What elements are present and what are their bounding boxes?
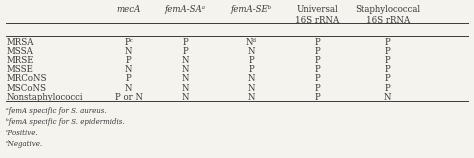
Text: N: N bbox=[125, 65, 132, 74]
Text: P: P bbox=[182, 47, 188, 56]
Text: N: N bbox=[182, 84, 189, 93]
Text: P: P bbox=[248, 65, 254, 74]
Text: Nᵈ: Nᵈ bbox=[246, 38, 256, 47]
Text: N: N bbox=[247, 47, 255, 56]
Text: P: P bbox=[314, 74, 320, 83]
Text: P: P bbox=[126, 74, 131, 83]
Text: P: P bbox=[248, 56, 254, 65]
Text: P: P bbox=[126, 56, 131, 65]
Text: Pᶜ: Pᶜ bbox=[124, 38, 133, 47]
Text: Nonstaphylococci: Nonstaphylococci bbox=[6, 93, 82, 102]
Text: P: P bbox=[385, 65, 391, 74]
Text: P: P bbox=[314, 38, 320, 47]
Text: P: P bbox=[314, 56, 320, 65]
Text: N: N bbox=[384, 93, 392, 102]
Text: Staphylococcal
16S rRNA: Staphylococcal 16S rRNA bbox=[355, 5, 420, 25]
Text: mecA: mecA bbox=[117, 5, 141, 14]
Text: P: P bbox=[314, 47, 320, 56]
Text: MSSE: MSSE bbox=[6, 65, 33, 74]
Text: P: P bbox=[385, 84, 391, 93]
Text: N: N bbox=[182, 74, 189, 83]
Text: ᵃfemA specific for S. aureus.: ᵃfemA specific for S. aureus. bbox=[6, 107, 107, 115]
Text: P or N: P or N bbox=[115, 93, 143, 102]
Text: P: P bbox=[314, 93, 320, 102]
Text: P: P bbox=[385, 56, 391, 65]
Text: N: N bbox=[182, 93, 189, 102]
Text: P: P bbox=[385, 74, 391, 83]
Text: ᶜPositive.: ᶜPositive. bbox=[6, 129, 39, 137]
Text: P: P bbox=[385, 47, 391, 56]
Text: N: N bbox=[247, 74, 255, 83]
Text: N: N bbox=[182, 56, 189, 65]
Text: ᵇfemA specific for S. epidermidis.: ᵇfemA specific for S. epidermidis. bbox=[6, 118, 125, 126]
Text: P: P bbox=[314, 65, 320, 74]
Text: N: N bbox=[247, 93, 255, 102]
Text: MSCoNS: MSCoNS bbox=[6, 84, 46, 93]
Text: femA-SEᵇ: femA-SEᵇ bbox=[230, 5, 272, 14]
Text: N: N bbox=[125, 47, 132, 56]
Text: P: P bbox=[182, 38, 188, 47]
Text: N: N bbox=[247, 84, 255, 93]
Text: N: N bbox=[182, 65, 189, 74]
Text: MSSA: MSSA bbox=[6, 47, 33, 56]
Text: P: P bbox=[314, 84, 320, 93]
Text: MRSE: MRSE bbox=[6, 56, 34, 65]
Text: femA-SAᵃ: femA-SAᵃ bbox=[164, 5, 206, 14]
Text: MRCoNS: MRCoNS bbox=[6, 74, 46, 83]
Text: N: N bbox=[125, 84, 132, 93]
Text: MRSA: MRSA bbox=[6, 38, 34, 47]
Text: P: P bbox=[385, 38, 391, 47]
Text: Universal
16S rRNA: Universal 16S rRNA bbox=[295, 5, 339, 25]
Text: ᵈNegative.: ᵈNegative. bbox=[6, 140, 43, 148]
